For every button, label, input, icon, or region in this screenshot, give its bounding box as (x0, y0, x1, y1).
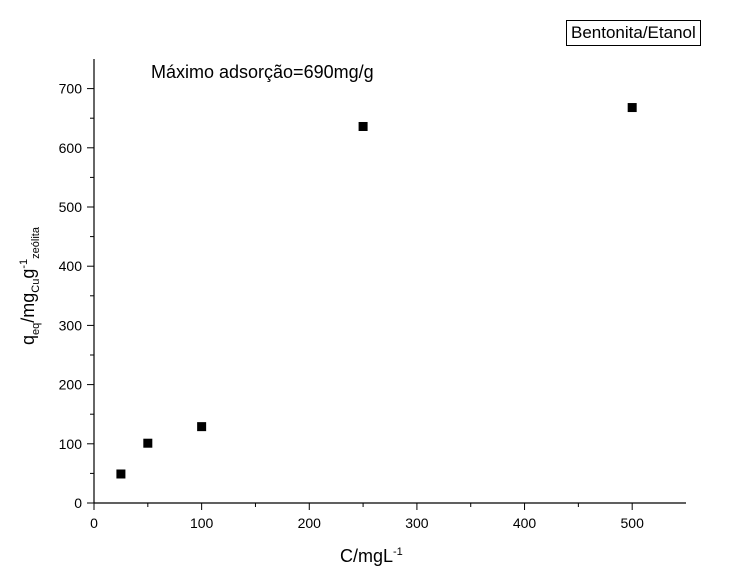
y-label-q-sub: eq (29, 322, 42, 335)
data-point (197, 422, 207, 432)
x-tick-label: 400 (513, 515, 537, 531)
data-point (116, 469, 126, 479)
x-tick-label: 200 (298, 515, 322, 531)
y-label-g-sub: zeólita (29, 227, 42, 259)
x-axis-label: C/mgL-1 (340, 546, 403, 567)
y-label-mid-sub: Cu (29, 278, 42, 293)
data-point (358, 121, 368, 131)
x-axis-label-main: C/mgL (340, 546, 394, 566)
y-label-g: g (18, 268, 39, 279)
legend-label: Bentonita/Etanol (571, 23, 696, 42)
legend-box: Bentonita/Etanol (566, 20, 701, 46)
annotation-text: Máximo adsorção=690mg/g (151, 62, 374, 82)
y-tick-label: 300 (59, 317, 83, 333)
y-label-g-sup: -1 (18, 258, 31, 269)
x-axis-label-sup: -1 (393, 546, 403, 558)
data-point (143, 438, 153, 448)
data-point (627, 103, 637, 113)
y-tick-label: 200 (59, 377, 83, 393)
y-tick-label: 500 (59, 199, 83, 215)
y-label-q: q (18, 334, 39, 345)
x-tick-label: 0 (90, 515, 98, 531)
y-label-mid: /mg (18, 292, 39, 323)
y-tick-label: 700 (59, 81, 83, 97)
y-tick-label: 0 (74, 495, 82, 511)
x-tick-label: 300 (405, 515, 429, 531)
y-tick-label: 600 (59, 140, 83, 156)
y-axis-label: qeq/mgCug-1zeólita (18, 227, 42, 345)
x-tick-label: 500 (621, 515, 645, 531)
y-tick-label: 100 (59, 436, 83, 452)
x-tick-label: 100 (190, 515, 214, 531)
y-tick-label: 400 (59, 258, 83, 274)
